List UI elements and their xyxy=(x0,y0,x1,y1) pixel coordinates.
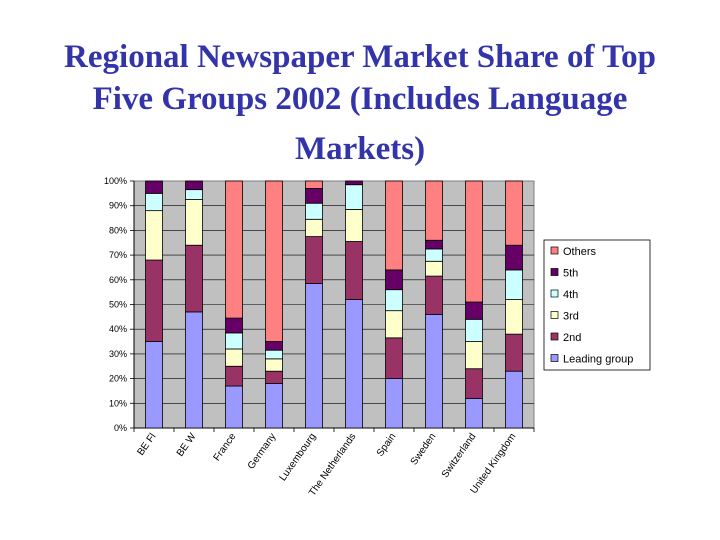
legend-label: Others xyxy=(563,246,597,258)
legend-swatch xyxy=(550,354,559,362)
bar-segment xyxy=(425,180,443,241)
bar-segment xyxy=(505,333,523,372)
y-tick-label: 30% xyxy=(109,349,127,359)
bar-segment xyxy=(185,244,203,313)
y-tick-label: 50% xyxy=(109,300,127,310)
bar-segment xyxy=(265,370,283,384)
title-line-3: Markets) xyxy=(294,131,426,167)
bar-segment xyxy=(185,311,203,429)
bar-segment xyxy=(385,269,403,291)
bar-segment xyxy=(345,299,363,429)
bar-segment xyxy=(465,341,483,370)
bar-segment xyxy=(225,385,243,429)
legend-box xyxy=(543,239,651,371)
bar-segment xyxy=(385,337,403,380)
bar-segment xyxy=(505,269,523,300)
category-label: Switzerland xyxy=(440,431,479,480)
y-tick-label: 80% xyxy=(109,225,127,235)
bar-segment xyxy=(305,283,323,429)
bar-segment xyxy=(305,202,323,220)
bar-segment xyxy=(465,368,483,399)
bar-segment xyxy=(345,241,363,300)
bar-segment xyxy=(305,236,323,284)
bar-segment xyxy=(185,199,203,246)
bar-segment xyxy=(265,180,283,342)
bar-segment xyxy=(305,180,323,189)
bar-segment xyxy=(425,260,443,277)
bar-segment xyxy=(505,370,523,429)
bar-segment xyxy=(425,248,443,262)
legend-swatch xyxy=(550,289,559,298)
bar-segment xyxy=(305,188,323,204)
bar-segment xyxy=(305,218,323,237)
legend-label: 4th xyxy=(563,289,578,301)
bar-segment xyxy=(465,180,483,303)
category-label: Sweden xyxy=(409,431,439,467)
title-line-1: Regional Newspaper Market Share of Top xyxy=(64,39,656,75)
bar-segment xyxy=(265,341,283,351)
category-label: BE W xyxy=(175,431,199,459)
bar-segment xyxy=(185,189,203,200)
category-label: United Kingdom xyxy=(469,431,519,496)
legend-label: 2nd xyxy=(563,332,581,344)
bar-segment xyxy=(385,289,403,312)
category-label: Luxembourg xyxy=(278,431,319,483)
bar-segment xyxy=(425,313,443,429)
bar-segment xyxy=(265,383,283,429)
bar-segment xyxy=(425,275,443,315)
y-tick-label: 40% xyxy=(109,324,127,334)
bar-segment xyxy=(505,180,523,246)
bar-segment xyxy=(345,180,363,186)
category-label: Germany xyxy=(246,431,279,471)
legend-label: 5th xyxy=(563,268,578,280)
legend-swatch xyxy=(550,268,559,276)
y-tick-label: 0% xyxy=(114,423,127,433)
y-tick-label: 60% xyxy=(109,275,127,285)
bar-segment xyxy=(145,259,163,342)
category-label: Spain xyxy=(375,431,399,458)
bar-segment xyxy=(145,341,163,429)
y-tick-label: 100% xyxy=(104,176,127,186)
y-tick-label: 70% xyxy=(109,250,127,260)
bar-segment xyxy=(345,184,363,210)
legend-swatch xyxy=(550,311,559,319)
bar-segment xyxy=(465,301,483,320)
bar-segment xyxy=(385,310,403,339)
bar-segment xyxy=(225,317,243,334)
bar-segment xyxy=(145,210,163,261)
bar-segment xyxy=(265,358,283,372)
bar-segment xyxy=(345,209,363,242)
category-label: BE Fl xyxy=(135,431,158,457)
title-line-2: Five Groups 2002 (Includes Language xyxy=(92,81,628,117)
y-tick-label: 90% xyxy=(109,201,127,211)
bar-segment xyxy=(265,349,283,360)
y-tick-label: 20% xyxy=(109,374,127,384)
legend-label: 3rd xyxy=(563,311,579,323)
bar-segment xyxy=(505,299,523,335)
bar-segment xyxy=(465,397,483,429)
bar-segment xyxy=(145,180,163,194)
bar-segment xyxy=(225,348,243,367)
bar-segment xyxy=(185,180,203,191)
bar-segment xyxy=(385,378,403,429)
bar-segment xyxy=(465,318,483,342)
legend-swatch xyxy=(550,246,559,255)
bar-segment xyxy=(225,332,243,350)
y-tick-label: 10% xyxy=(109,398,127,408)
bar-segment xyxy=(145,192,163,212)
category-label: France xyxy=(212,431,239,463)
bar-segment xyxy=(505,244,523,271)
bar-segment xyxy=(225,180,243,319)
bar-segment xyxy=(385,180,403,271)
bar-segment xyxy=(225,365,243,387)
legend-swatch xyxy=(550,332,559,341)
legend-label: Leading group xyxy=(563,354,633,366)
bar-segment xyxy=(425,239,443,250)
